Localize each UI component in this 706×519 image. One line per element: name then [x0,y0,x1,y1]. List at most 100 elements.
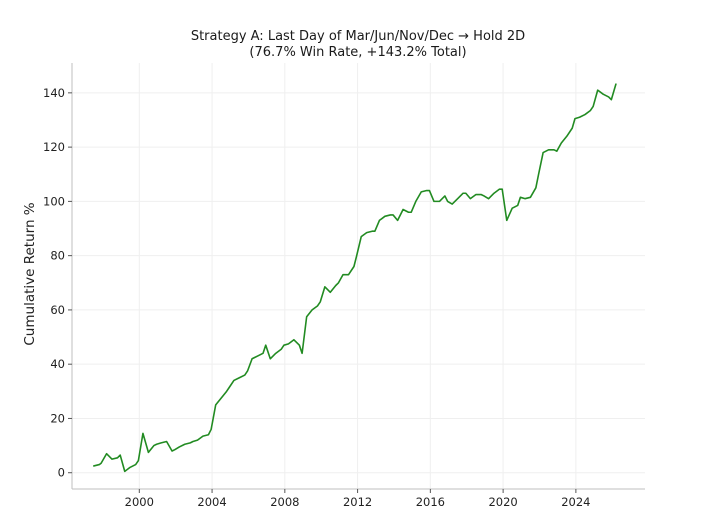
data-point [142,433,143,434]
data-point [615,84,616,85]
data-point [593,106,594,107]
data-point [426,190,427,191]
y-tick-label: 140 [43,86,65,100]
ticks: 2000 2004 2008 2012 2016 2020 2024 0 20 40 60 80 100… [43,86,590,509]
data-point [226,391,227,392]
data-point [330,292,331,293]
data-point [379,220,380,221]
data-point [120,455,121,456]
data-point [372,231,373,232]
data-point [270,358,271,359]
data-point [275,353,276,354]
data-point [208,434,209,435]
data-point [124,471,125,472]
data-point [192,441,193,442]
data-point [374,231,375,232]
data-point [433,201,434,202]
data-point [535,187,536,188]
y-tick-label: 120 [43,140,65,154]
data-point [130,467,131,468]
data-point [520,197,521,198]
data-point [481,194,482,195]
data-point [499,189,500,190]
data-point [239,377,240,378]
data-point [484,195,485,196]
data-point [408,212,409,213]
y-tick-label: 0 [58,466,65,480]
data-point [320,301,321,302]
data-point [470,198,471,199]
data-point [101,463,102,464]
data-point [99,464,100,465]
data-point [524,198,525,199]
data-point [384,216,385,217]
data-point [233,380,234,381]
data-point [288,343,289,344]
data-point [579,117,580,118]
data-point [299,345,300,346]
data-point [390,214,391,215]
data-point [543,152,544,153]
data-point [244,375,245,376]
data-point [302,353,303,354]
data-point [283,345,284,346]
data-point [135,464,136,465]
data-point [93,465,94,466]
data-point [403,209,404,210]
data-point [252,358,253,359]
data-point [465,193,466,194]
data-point [494,193,495,194]
data-point [475,194,476,195]
x-tick-label: 2020 [488,495,517,509]
data-point [415,201,416,202]
data-point [463,193,464,194]
data-point [506,220,507,221]
data-point [361,236,362,237]
data-point [574,118,575,119]
data-point [348,274,349,275]
x-tick-label: 2016 [416,495,445,509]
chart-title: Strategy A: Last Day of Mar/Jun/Nov/Dec … [191,29,525,44]
x-tick-label: 2024 [561,495,590,509]
data-point [343,274,344,275]
data-point [429,190,430,191]
x-tick-label: 2004 [197,495,226,509]
data-point [439,201,440,202]
data-point [447,201,448,202]
y-tick-label: 20 [50,411,65,425]
data-point [293,339,294,340]
data-point [148,452,149,453]
data-point [338,282,339,283]
y-tick-label: 60 [50,303,65,317]
x-tick-label: 2012 [343,495,372,509]
data-point [306,316,307,317]
data-point [538,174,539,175]
data-point [611,99,612,100]
data-point [138,460,139,461]
data-point [265,345,266,346]
data-point [603,94,604,95]
data-point [590,110,591,111]
y-axis-label: Cumulative Return % [22,202,38,345]
data-point [488,198,489,199]
data-point [556,151,557,152]
data-point [211,429,212,430]
data-point [153,445,154,446]
data-point [112,459,113,460]
data-point [335,285,336,286]
data-point [166,441,167,442]
data-point [597,90,598,91]
data-point [512,208,513,209]
data-point [548,149,549,150]
data-point [353,266,354,267]
data-point [106,453,107,454]
gridlines [72,63,645,489]
y-tick-label: 40 [50,357,65,371]
data-point [397,220,398,221]
data-point [317,305,318,306]
data-point [444,195,445,196]
series-layer [93,83,617,473]
x-tick-label: 2008 [270,495,299,509]
